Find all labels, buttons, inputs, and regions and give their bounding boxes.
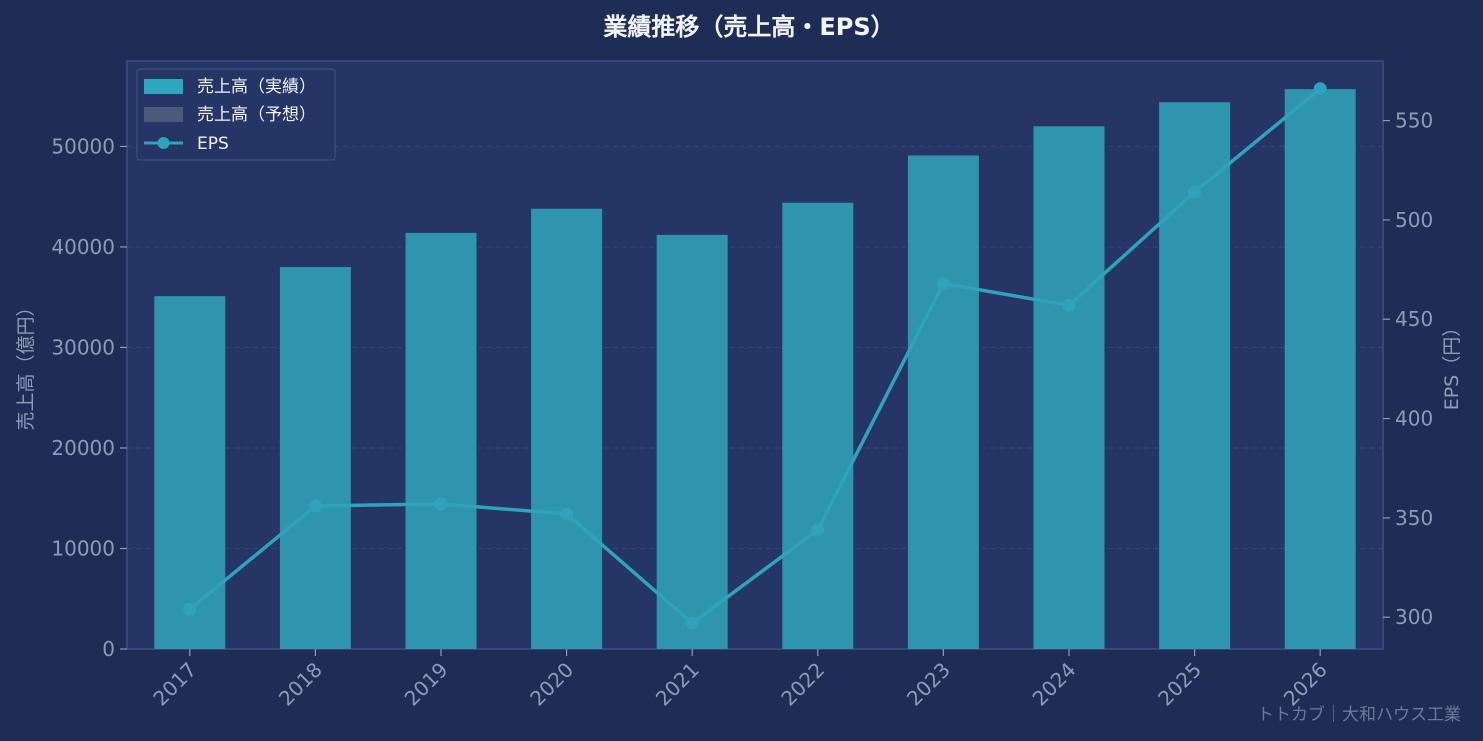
- legend-swatch-actual: [144, 79, 183, 94]
- y-tick-label: 50000: [51, 134, 115, 158]
- bar-2017: [154, 296, 226, 649]
- legend-marker-eps: [157, 137, 170, 149]
- y2-tick-label: 550: [1395, 109, 1433, 133]
- y-axis-right-label: EPS（円）: [1441, 318, 1463, 411]
- eps-point-2021: [685, 616, 699, 630]
- bar-2025: [1159, 102, 1231, 649]
- eps-point-2025: [1188, 185, 1202, 199]
- legend-box: [136, 68, 336, 161]
- y-axis-left: 0 10000 20000 30000 40000 50000: [51, 134, 127, 661]
- eps-point-2024: [1062, 298, 1076, 312]
- legend-label-actual: 売上高（実績）: [197, 77, 316, 97]
- chart-title: 業績推移（売上高・EPS）: [603, 13, 894, 41]
- eps-series: [183, 82, 1327, 630]
- bar-2024: [1033, 126, 1105, 650]
- eps-point-2023: [936, 276, 950, 290]
- y2-tick-label: 400: [1395, 407, 1433, 431]
- y-tick-label: 10000: [51, 536, 115, 560]
- eps-point-2020: [560, 507, 574, 521]
- legend-label-eps: EPS: [197, 134, 229, 154]
- bar-2022: [782, 202, 854, 649]
- bar-2020: [531, 208, 603, 649]
- eps-point-2026: [1313, 82, 1327, 96]
- legend: 売上高（実績） 売上高（予想） EPS: [136, 68, 336, 161]
- y-axis-right: 300 350 400 450 500 550: [1383, 109, 1433, 629]
- legend-swatch-forecast: [144, 107, 183, 122]
- y2-tick-label: 300: [1395, 605, 1433, 629]
- bar-2023: [907, 155, 979, 649]
- y-tick-label: 0: [102, 637, 115, 661]
- y2-tick-label: 350: [1395, 506, 1433, 530]
- y2-tick-label: 450: [1395, 307, 1433, 331]
- bar-2026: [1284, 89, 1356, 649]
- y-tick-label: 20000: [51, 436, 115, 460]
- bars: [154, 89, 1356, 650]
- bar-2019: [405, 232, 477, 649]
- y-axis-left-label: 売上高（億円）: [15, 297, 37, 430]
- eps-point-2022: [811, 523, 825, 537]
- eps-point-2017: [183, 602, 197, 616]
- bar-2018: [279, 267, 351, 649]
- eps-point-2018: [308, 499, 322, 513]
- legend-label-forecast: 売上高（予想）: [197, 105, 316, 125]
- eps-point-2019: [434, 497, 448, 511]
- y-tick-label: 40000: [51, 235, 115, 259]
- y2-tick-label: 500: [1395, 208, 1433, 232]
- eps-line: [188, 87, 1322, 625]
- watermark: トトカブ｜大和ハウス工業: [1257, 704, 1461, 725]
- y-tick-label: 30000: [51, 335, 115, 359]
- bar-2021: [656, 234, 728, 649]
